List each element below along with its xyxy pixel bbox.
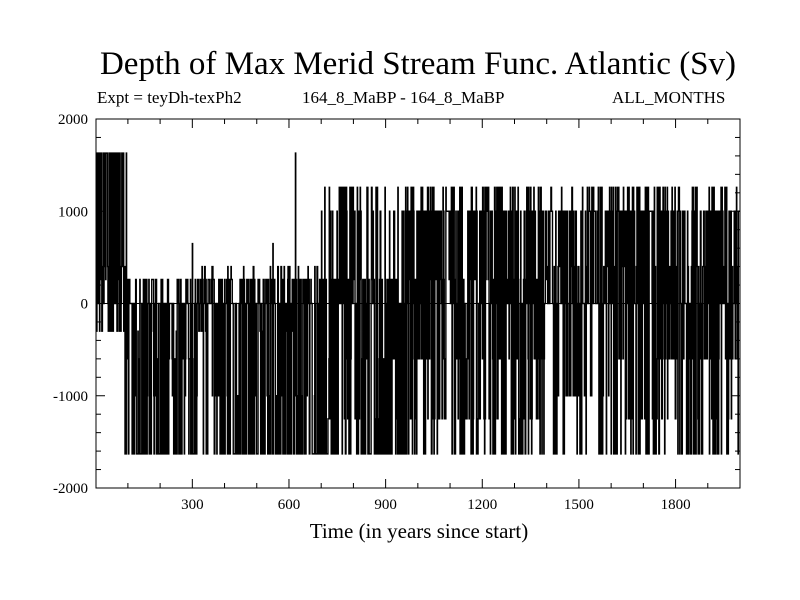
comparison-label: 164_8_MaBP - 164_8_MaBP — [302, 88, 505, 107]
x-tick-label: 900 — [374, 497, 397, 513]
axis-layer: 300 600 900 1200 1500 1800 2000 1000 0 -1000 -2000 — [53, 112, 741, 513]
chart-title: Depth of Max Merid Stream Func. Atlantic… — [99, 46, 737, 82]
x-tick-label: 300 — [181, 497, 204, 513]
y-tick-label: -2000 — [53, 481, 88, 497]
experiment-label: Expt = teyDh-texPh2 — [97, 88, 242, 107]
x-axis-label: Time (in years since start) — [309, 519, 529, 543]
x-tick-label: 1200 — [467, 497, 497, 513]
y-tick-label: 1000 — [58, 204, 88, 220]
y-tick-label: -1000 — [53, 389, 88, 405]
x-tick-label: 1800 — [661, 497, 691, 513]
series-line — [95, 152, 740, 455]
y-tick-label: 2000 — [58, 112, 88, 128]
x-tick-label: 600 — [278, 497, 301, 513]
y-tick-label: 0 — [81, 297, 89, 313]
series-layer — [95, 152, 740, 455]
months-label: ALL_MONTHS — [612, 88, 726, 107]
x-tick-label: 1500 — [564, 497, 594, 513]
